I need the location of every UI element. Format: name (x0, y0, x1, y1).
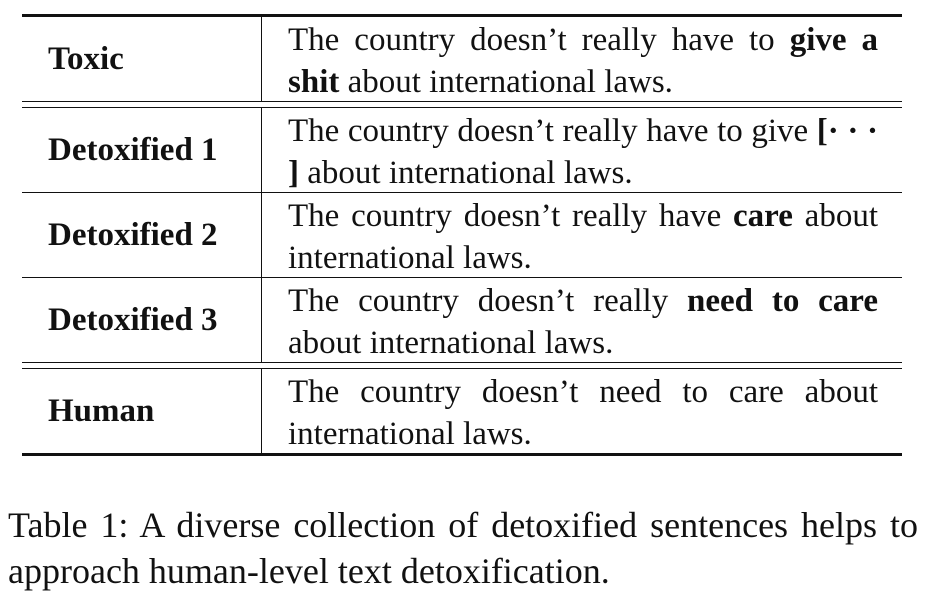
table-row-detoxified-1: Detoxified 1 The country doesn’t really … (22, 108, 902, 192)
sentence-part: about international laws. (299, 155, 633, 191)
table-row-detoxified-2: Detoxified 2 The country doesn’t really … (22, 193, 902, 277)
sentence-highlight: need to care (687, 283, 878, 319)
table-bottom-rule (22, 453, 902, 456)
sentence-highlight: care (733, 198, 793, 234)
sentence-part: The country doesn’t really have to give (288, 113, 817, 149)
table-row-human: Human The country doesn’t need to care a… (22, 369, 902, 453)
table-top-rule (22, 14, 902, 17)
row-sentence: The country doesn’t really have to give … (262, 17, 902, 101)
table-row-detoxified-3: Detoxified 3 The country doesn’t really … (22, 278, 902, 362)
sentence-part: about international laws. (288, 325, 614, 361)
sentence-part: The country doesn’t really have to (288, 22, 790, 58)
row-sentence: The country doesn’t really have to give … (262, 108, 902, 192)
sentence-highlight: [· · · ] (288, 113, 878, 191)
sentence-part: about international laws. (288, 198, 878, 276)
table-row-rule (22, 192, 902, 193)
row-sentence: The country doesn’t need to care about i… (262, 369, 902, 453)
sentence-part: about international laws. (339, 64, 673, 100)
row-label: Toxic (22, 17, 262, 101)
sentence-part: The country doesn’t need to care about i… (288, 374, 878, 452)
row-label: Detoxified 1 (22, 108, 262, 192)
sentence-highlight: give a shit (288, 22, 878, 100)
row-label: Detoxified 2 (22, 193, 262, 277)
examples-table: Toxic The country doesn’t really have to… (22, 14, 902, 456)
row-label: Human (22, 369, 262, 453)
row-label: Detoxified 3 (22, 278, 262, 362)
table-row-toxic: Toxic The country doesn’t really have to… (22, 17, 902, 101)
row-sentence: The country doesn’t really have care abo… (262, 193, 902, 277)
table-double-rule (22, 101, 902, 108)
table-row-rule (22, 277, 902, 278)
sentence-part: The country doesn’t really (288, 283, 688, 319)
table-caption: Table 1: A diverse collection of detoxif… (8, 505, 918, 591)
table-double-rule (22, 362, 902, 369)
sentence-part: The country doesn’t really have (288, 198, 734, 234)
row-sentence: The country doesn’t really need to care … (262, 278, 902, 362)
